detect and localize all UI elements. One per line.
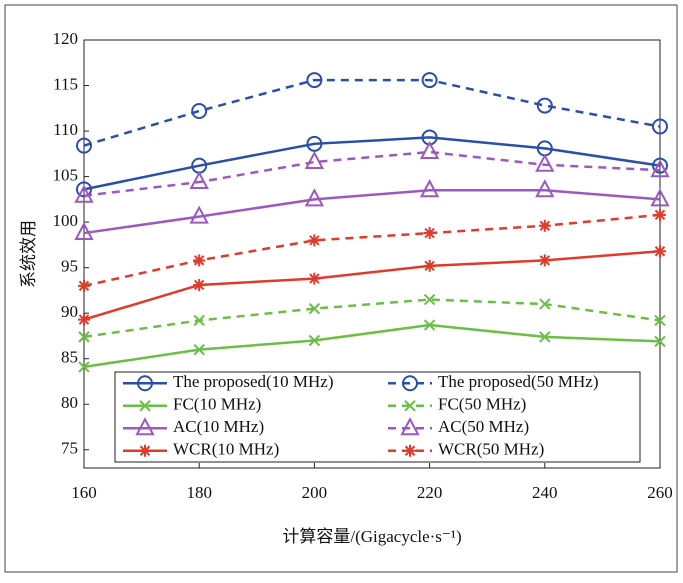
legend-label: WCR(50 MHz): [438, 440, 544, 459]
marker: [308, 302, 321, 315]
marker: [306, 135, 323, 152]
marker: [654, 335, 666, 348]
y-tick-label: 100: [53, 211, 79, 230]
marker: [539, 298, 551, 310]
series-line: [83, 298, 661, 339]
x-tick-label: 220: [417, 483, 443, 502]
marker: [78, 331, 90, 343]
series-line: [83, 136, 661, 191]
marker: [654, 208, 666, 221]
marker: [402, 375, 418, 392]
x-tick-label: 260: [647, 483, 673, 502]
marker: [308, 334, 321, 347]
marker: [308, 234, 321, 247]
y-tick-label: 85: [61, 348, 78, 367]
marker: [652, 118, 668, 135]
marker: [193, 343, 205, 356]
marker: [423, 227, 436, 240]
marker: [535, 153, 555, 172]
marker: [308, 272, 321, 285]
marker: [423, 259, 436, 272]
legend-label: AC(10 MHz): [173, 417, 264, 436]
marker: [423, 293, 436, 306]
marker: [400, 417, 420, 436]
marker: [193, 254, 206, 267]
series-line: [83, 150, 661, 197]
marker: [652, 157, 668, 174]
y-tick-label: 75: [61, 439, 78, 458]
marker: [137, 375, 153, 392]
marker: [650, 188, 670, 207]
marker: [654, 314, 666, 327]
x-tick-label: 200: [302, 483, 328, 502]
marker: [139, 444, 151, 457]
marker: [423, 319, 436, 331]
frame: [4, 4, 678, 573]
marker: [304, 150, 325, 170]
y-tick-label: 120: [53, 29, 79, 48]
marker: [78, 361, 90, 373]
marker: [419, 179, 440, 198]
marker: [191, 103, 208, 120]
marker: [650, 159, 670, 178]
marker: [536, 97, 553, 114]
series-line: [83, 189, 661, 235]
legend-label: AC(50 MHz): [438, 417, 529, 436]
y-tick-label: 110: [53, 120, 78, 139]
series-line: [83, 213, 661, 288]
series-line: [83, 250, 661, 321]
marker: [419, 140, 440, 160]
y-tick-label: 90: [61, 302, 78, 321]
marker: [538, 219, 551, 232]
marker: [535, 179, 555, 198]
marker: [404, 400, 416, 412]
y-tick-label: 115: [53, 74, 78, 93]
marker: [539, 331, 551, 343]
marker: [304, 188, 325, 207]
marker: [189, 205, 209, 224]
marker: [78, 313, 90, 326]
legend-label: The proposed(10 MHz): [173, 372, 334, 391]
x-axis-label: 计算容量/(Gigacycle·s⁻¹): [282, 527, 461, 546]
legend-label: FC(10 MHz): [173, 395, 261, 414]
marker: [78, 279, 90, 292]
series-line: [83, 78, 661, 147]
x-tick-label: 180: [186, 483, 212, 502]
marker: [404, 444, 416, 457]
marker: [139, 400, 151, 412]
y-tick-label: 95: [61, 257, 78, 276]
marker: [76, 137, 92, 154]
marker: [538, 254, 551, 267]
marker: [74, 184, 94, 203]
marker: [135, 417, 155, 436]
marker: [421, 72, 438, 89]
legend-label: WCR(10 MHz): [173, 440, 279, 459]
marker: [193, 314, 205, 327]
x-tick-label: 160: [71, 483, 97, 502]
marker: [189, 170, 209, 190]
legend-label: The proposed(50 MHz): [438, 372, 599, 391]
legend-label: FC(50 MHz): [438, 395, 526, 414]
y-tick-label: 105: [53, 166, 79, 185]
y-axis-label: 系统效用: [19, 220, 38, 288]
series-line: [83, 323, 661, 369]
marker: [306, 72, 323, 89]
y-tick-label: 80: [61, 393, 78, 412]
legend: [114, 371, 641, 463]
marker: [654, 245, 666, 258]
marker: [193, 278, 206, 291]
marker: [74, 221, 94, 241]
marker: [76, 181, 92, 198]
x-tick-label: 240: [532, 483, 558, 502]
